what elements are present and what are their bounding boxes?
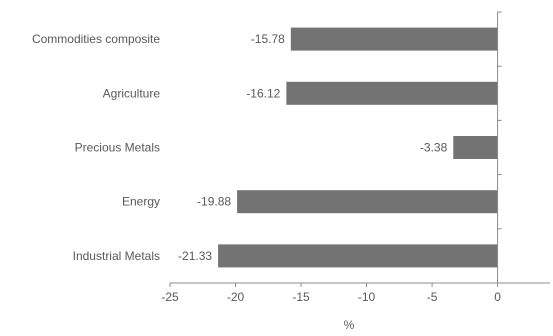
bar-value-label: -3.38	[420, 141, 448, 155]
bar	[237, 190, 498, 214]
axes-group	[169, 11, 550, 287]
x-tick-label: -25	[161, 290, 179, 304]
bar-value-label: -21.33	[178, 249, 212, 263]
x-tick-label: -10	[358, 290, 376, 304]
bar-value-label: -19.88	[197, 195, 231, 209]
bar	[218, 244, 498, 268]
bar	[453, 136, 498, 159]
bar-value-label: -16.12	[246, 86, 280, 100]
category-label: Precious Metals	[75, 141, 160, 155]
bars-group	[218, 27, 498, 268]
x-axis-title: %	[344, 318, 355, 331]
category-label: Industrial Metals	[73, 249, 160, 263]
bar	[290, 27, 498, 51]
x-tick-label: -20	[227, 290, 245, 304]
category-label: Energy	[122, 195, 160, 209]
category-label: Agriculture	[103, 86, 161, 100]
x-tick-label: -5	[427, 290, 438, 304]
bar	[286, 81, 498, 105]
bar-value-label: -15.78	[251, 32, 285, 46]
x-tick-label: -15	[292, 290, 310, 304]
category-label: Commodities composite	[32, 32, 160, 46]
x-tick-label: 0	[494, 290, 501, 304]
labels-group: -25 -20 -15 -10 -5 0 -15.78 Commodities composi…	[32, 32, 501, 304]
